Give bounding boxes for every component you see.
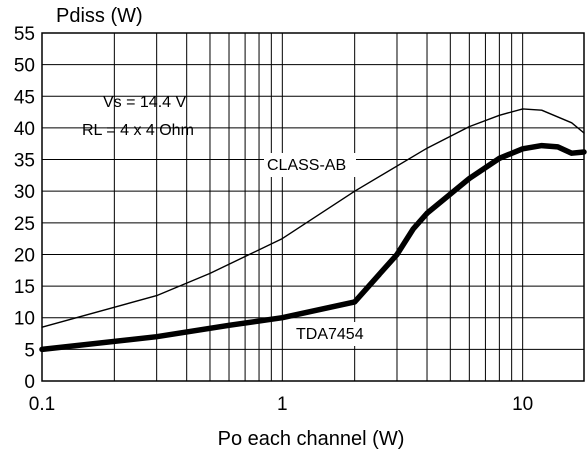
tda7454-series-label: TDA7454	[296, 326, 364, 343]
x-tick-label: 0.1	[29, 394, 55, 415]
y-tick-labels: 0 5 10 15 20 25 30 35 40 45 50 55	[14, 24, 35, 393]
y-tick-label: 40	[14, 119, 35, 140]
x-tick-labels: 0.1 1 10	[29, 394, 533, 415]
tda7454-label-bg	[293, 322, 371, 346]
series-lines	[39, 108, 587, 353]
x-axis-title: Po each channel (W)	[218, 428, 405, 450]
load-annotation: RL = 4 x 4 Ohm	[82, 122, 194, 139]
y-tick-label: 5	[24, 340, 35, 361]
y-axis-title: Pdiss (W)	[56, 5, 143, 27]
plot-frame	[41, 32, 585, 382]
y-tick-label: 10	[14, 309, 35, 330]
series-labels: CLASS-AB TDA7454	[264, 153, 371, 346]
y-tick-label: 45	[14, 87, 35, 108]
class-ab-series-label: CLASS-AB	[267, 157, 346, 174]
annotations: Vs = 14.4 V RL = 4 x 4 Ohm	[82, 94, 194, 139]
y-tick-label: 50	[14, 56, 35, 77]
x-tick-label: 1	[277, 394, 288, 415]
x-tick-label: 10	[512, 394, 533, 415]
y-tick-label: 55	[14, 24, 35, 45]
y-tick-label: 20	[14, 245, 35, 266]
y-tick-label: 30	[14, 182, 35, 203]
y-tick-label: 35	[14, 151, 35, 172]
y-tick-label: 25	[14, 214, 35, 235]
y-tick-label: 0	[24, 372, 35, 393]
y-tick-label: 15	[14, 277, 35, 298]
class-ab-label-bg	[264, 153, 356, 177]
series-line-0	[41, 108, 585, 328]
supply-voltage-annotation: Vs = 14.4 V	[103, 94, 186, 111]
series-line-1	[39, 142, 587, 353]
